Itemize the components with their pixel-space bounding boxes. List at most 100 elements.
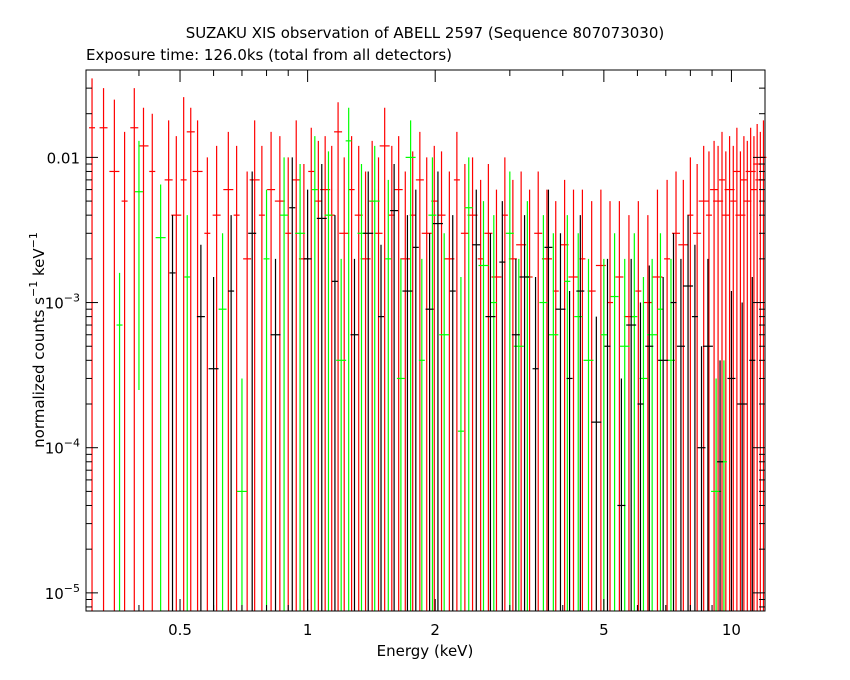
data-point bbox=[583, 258, 594, 611]
data-point bbox=[363, 171, 374, 611]
series-1 bbox=[116, 107, 727, 611]
data-point bbox=[432, 171, 443, 611]
data-point bbox=[477, 179, 484, 611]
data-point bbox=[472, 189, 481, 611]
data-point bbox=[379, 107, 390, 611]
data-point bbox=[348, 136, 355, 611]
data-point bbox=[698, 145, 709, 611]
data-point bbox=[658, 276, 669, 611]
data-point bbox=[697, 346, 706, 611]
data-point bbox=[511, 258, 520, 611]
data-point bbox=[428, 157, 437, 611]
data-point bbox=[711, 378, 722, 611]
data-point bbox=[544, 189, 553, 611]
data-point bbox=[566, 291, 573, 611]
data-point bbox=[705, 151, 712, 611]
data-point bbox=[134, 140, 143, 390]
data-point bbox=[196, 244, 205, 611]
data-point bbox=[727, 291, 736, 611]
data-point bbox=[396, 258, 405, 611]
data-point bbox=[208, 276, 219, 611]
data-point bbox=[324, 151, 333, 611]
data-point bbox=[721, 151, 730, 611]
data-point bbox=[295, 164, 306, 611]
series-2 bbox=[169, 157, 756, 611]
data-point bbox=[478, 201, 489, 611]
data-point bbox=[760, 120, 767, 611]
x-tick-label: 10 bbox=[722, 621, 741, 639]
data-point bbox=[702, 258, 713, 611]
data-point bbox=[604, 258, 611, 611]
data-point bbox=[539, 215, 548, 611]
data-point bbox=[274, 136, 285, 611]
data-point bbox=[678, 179, 689, 611]
data-point bbox=[631, 233, 638, 611]
data-point bbox=[149, 113, 156, 611]
data-point bbox=[717, 360, 724, 611]
data-point bbox=[331, 215, 338, 611]
data-point bbox=[548, 233, 559, 611]
data-point bbox=[600, 258, 607, 611]
data-point bbox=[345, 107, 352, 611]
data-point bbox=[270, 258, 281, 611]
data-point bbox=[303, 189, 312, 611]
data-point bbox=[664, 179, 671, 611]
data-point bbox=[505, 171, 514, 611]
data-point bbox=[457, 276, 464, 611]
data-point bbox=[374, 157, 383, 611]
data-point bbox=[402, 215, 413, 611]
y-tick-label: 10−5 bbox=[45, 582, 80, 603]
data-point bbox=[647, 258, 658, 611]
data-point bbox=[574, 233, 583, 611]
data-point bbox=[236, 378, 247, 611]
plot-frame bbox=[85, 69, 766, 612]
data-point bbox=[99, 88, 108, 611]
data-point bbox=[453, 131, 460, 611]
data-point bbox=[749, 276, 756, 611]
y-tick-label: 0.01 bbox=[47, 149, 80, 167]
data-point bbox=[623, 215, 634, 611]
data-point bbox=[308, 127, 315, 611]
y-axis-label-sup2: −1 bbox=[27, 232, 40, 248]
data-point bbox=[532, 276, 539, 611]
data-point bbox=[418, 258, 425, 611]
data-point bbox=[155, 184, 166, 611]
data-point bbox=[676, 258, 685, 611]
data-point bbox=[385, 179, 392, 611]
data-point bbox=[138, 107, 149, 611]
data-point bbox=[292, 120, 301, 611]
data-point bbox=[615, 201, 624, 611]
data-point bbox=[164, 120, 173, 611]
data-point bbox=[617, 378, 626, 611]
data-point bbox=[116, 272, 123, 611]
data-point bbox=[334, 102, 343, 611]
data-point bbox=[610, 233, 619, 611]
data-point bbox=[186, 107, 195, 611]
y-axis-label-main: normalized counts s bbox=[30, 297, 48, 448]
data-point bbox=[643, 215, 652, 611]
data-point bbox=[693, 164, 702, 611]
data-point bbox=[390, 164, 399, 611]
data-point bbox=[591, 316, 602, 611]
data-point bbox=[248, 171, 257, 611]
data-point bbox=[670, 233, 677, 611]
x-tick-label: 2 bbox=[430, 621, 440, 639]
data-point bbox=[750, 136, 757, 611]
data-point bbox=[737, 302, 748, 611]
data-point bbox=[484, 164, 493, 611]
data-point bbox=[691, 244, 698, 611]
x-tick-label: 1 bbox=[303, 621, 313, 639]
data-point bbox=[499, 201, 506, 611]
data-point bbox=[439, 233, 450, 611]
data-point bbox=[425, 233, 434, 611]
data-point bbox=[258, 145, 265, 611]
data-point bbox=[645, 265, 654, 611]
data-point bbox=[280, 157, 289, 611]
data-point bbox=[169, 215, 176, 611]
data-point bbox=[316, 164, 327, 611]
data-point bbox=[449, 215, 456, 611]
data-point bbox=[243, 171, 252, 611]
data-point bbox=[576, 215, 585, 611]
data-point bbox=[394, 136, 403, 611]
data-point bbox=[263, 189, 270, 611]
